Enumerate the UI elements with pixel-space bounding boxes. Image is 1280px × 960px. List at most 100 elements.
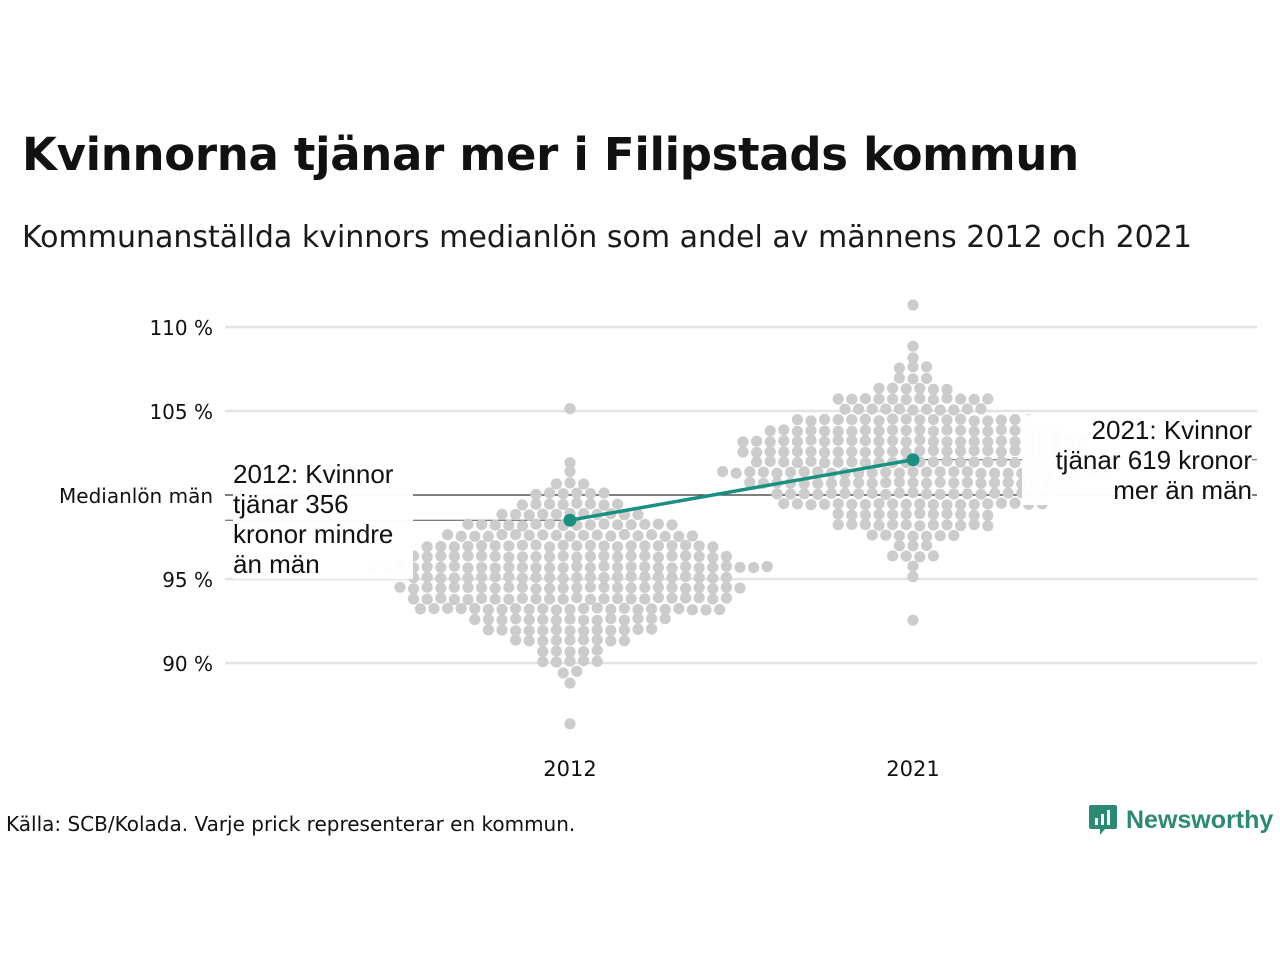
municipality-dot [955, 508, 967, 520]
municipality-dot [564, 465, 576, 478]
municipality-dot [489, 519, 501, 531]
newsworthy-logo-icon [1089, 805, 1117, 835]
municipality-dot [476, 592, 488, 605]
municipality-dot [893, 372, 906, 384]
municipality-dot [509, 529, 522, 541]
municipality-dot [825, 487, 838, 499]
municipality-dot [832, 434, 844, 446]
municipality-dot [639, 561, 651, 573]
municipality-dot [666, 571, 678, 584]
municipality-dot [462, 550, 474, 562]
municipality-dot [537, 529, 549, 541]
municipality-dot [489, 540, 501, 552]
municipality-dot [859, 457, 872, 469]
municipality-dot [989, 467, 1001, 479]
municipality-dot [791, 414, 804, 426]
municipality-dot [462, 581, 474, 594]
annotation-line: än män [233, 549, 320, 579]
municipality-dot [394, 581, 406, 593]
municipality-dot [462, 518, 474, 530]
municipality-dot [893, 362, 906, 374]
municipality-dot [578, 646, 590, 658]
municipality-dot [832, 456, 844, 468]
municipality-dot [968, 445, 980, 457]
municipality-dot [832, 508, 844, 520]
municipality-dot [859, 509, 872, 521]
municipality-dot [941, 392, 953, 404]
municipality-dot [428, 603, 440, 615]
municipality-dot [571, 560, 583, 573]
municipality-dot [832, 519, 844, 531]
municipality-dot [859, 393, 872, 405]
municipality-dot [680, 561, 692, 573]
municipality-dot [819, 436, 831, 448]
municipality-dot [686, 530, 699, 542]
municipality-dot [544, 582, 556, 595]
municipality-dot [825, 477, 838, 489]
municipality-dot [625, 582, 637, 594]
municipality-dot [591, 624, 603, 636]
municipality-dot [544, 572, 556, 584]
municipality-dot [530, 551, 542, 563]
municipality-dot [968, 425, 980, 437]
municipality-dot [948, 466, 960, 478]
municipality-dot [632, 613, 644, 625]
municipality-dot [907, 560, 919, 572]
municipality-dot [734, 561, 746, 573]
municipality-dot [584, 571, 597, 583]
municipality-dot [717, 466, 729, 478]
municipality-dot [564, 603, 576, 616]
municipality-dot [887, 550, 899, 562]
municipality-dot [900, 413, 912, 425]
municipality-dot [530, 518, 542, 530]
municipality-dot [584, 581, 597, 593]
municipality-dot [639, 550, 651, 562]
municipality-dot [778, 498, 790, 510]
municipality-dot [989, 487, 1001, 499]
municipality-dot [934, 488, 946, 500]
municipality-dot [832, 425, 844, 437]
municipality-dot [544, 487, 556, 499]
municipality-dot [707, 541, 719, 553]
municipality-dot [537, 614, 549, 626]
municipality-dot [961, 403, 974, 415]
municipality-dot [771, 467, 783, 479]
municipality-dot [469, 602, 481, 615]
municipality-dot [666, 540, 678, 552]
municipality-dot [955, 436, 967, 448]
municipality-dot [639, 593, 651, 605]
municipality-dot [496, 624, 508, 636]
municipality-dot [496, 614, 508, 626]
municipality-dot [819, 413, 831, 425]
municipality-dot [927, 550, 940, 562]
municipality-dot [482, 624, 494, 636]
municipality-dot [435, 550, 447, 562]
annotation-line: 2021: Kvinnor [1091, 415, 1252, 445]
municipality-dot [537, 508, 549, 520]
municipality-dot [839, 487, 851, 499]
municipality-dot [462, 593, 474, 606]
municipality-dot [900, 550, 912, 562]
municipality-dot [955, 424, 967, 436]
municipality-dot [968, 456, 980, 468]
municipality-dot [496, 508, 508, 520]
municipality-dot [764, 425, 776, 437]
municipality-dot [673, 603, 685, 615]
municipality-dot [955, 499, 967, 511]
municipality-dot [751, 456, 763, 468]
municipality-dot [598, 487, 610, 499]
municipality-dot [934, 466, 946, 478]
municipality-dot [618, 602, 631, 614]
brand-name: Newsworthy [1126, 805, 1274, 834]
municipality-dot [639, 581, 651, 594]
municipality-dot [564, 625, 576, 637]
municipality-dot [907, 340, 919, 352]
municipality-dot [941, 414, 953, 426]
municipality-dot [805, 434, 817, 446]
municipality-dot [421, 593, 433, 605]
municipality-dot [941, 424, 953, 436]
municipality-dot [887, 413, 899, 425]
municipality-dot [537, 625, 549, 637]
highlight-point-2012 [563, 513, 577, 527]
municipality-dot [1002, 467, 1014, 479]
